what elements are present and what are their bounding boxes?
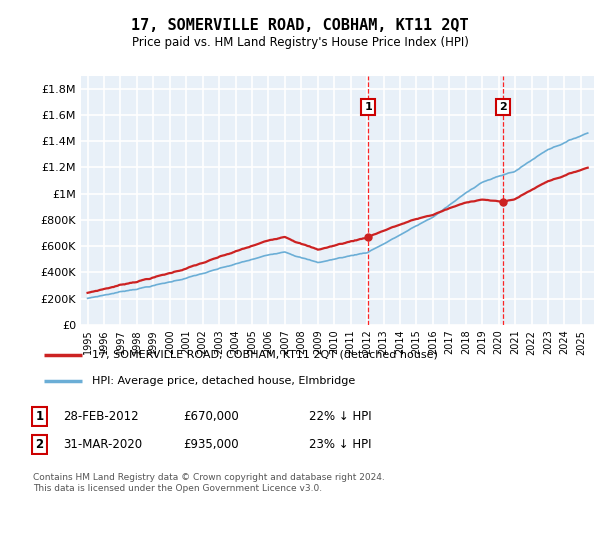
Text: £670,000: £670,000 bbox=[183, 409, 239, 423]
Text: 17, SOMERVILLE ROAD, COBHAM, KT11 2QT (detached house): 17, SOMERVILLE ROAD, COBHAM, KT11 2QT (d… bbox=[92, 350, 439, 360]
Text: 1: 1 bbox=[35, 409, 44, 423]
Text: 23% ↓ HPI: 23% ↓ HPI bbox=[309, 437, 371, 451]
Text: 22% ↓ HPI: 22% ↓ HPI bbox=[309, 409, 371, 423]
Text: 2: 2 bbox=[35, 437, 44, 451]
Text: 1: 1 bbox=[365, 102, 373, 112]
Text: 28-FEB-2012: 28-FEB-2012 bbox=[63, 409, 139, 423]
FancyBboxPatch shape bbox=[32, 407, 47, 426]
Text: 17, SOMERVILLE ROAD, COBHAM, KT11 2QT: 17, SOMERVILLE ROAD, COBHAM, KT11 2QT bbox=[131, 18, 469, 33]
Text: HPI: Average price, detached house, Elmbridge: HPI: Average price, detached house, Elmb… bbox=[92, 376, 356, 386]
Text: Contains HM Land Registry data © Crown copyright and database right 2024.
This d: Contains HM Land Registry data © Crown c… bbox=[33, 473, 385, 493]
Text: 2: 2 bbox=[499, 102, 506, 112]
Text: Price paid vs. HM Land Registry's House Price Index (HPI): Price paid vs. HM Land Registry's House … bbox=[131, 36, 469, 49]
FancyBboxPatch shape bbox=[32, 435, 47, 454]
Text: 31-MAR-2020: 31-MAR-2020 bbox=[63, 437, 142, 451]
Text: £935,000: £935,000 bbox=[183, 437, 239, 451]
